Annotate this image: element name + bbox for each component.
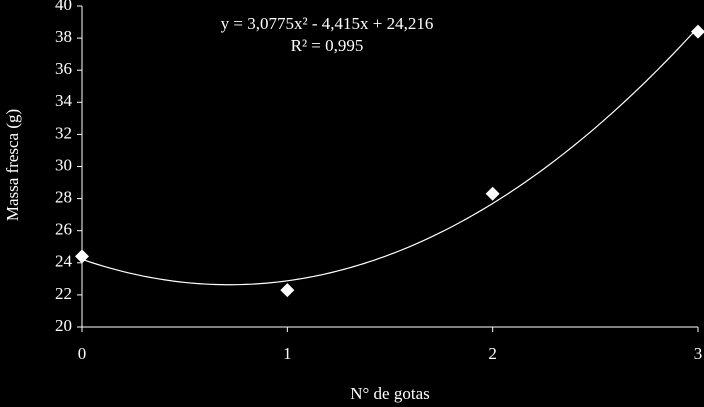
point [75, 249, 89, 264]
point [485, 186, 500, 201]
point [280, 283, 295, 298]
y-tick-label: 32 [55, 123, 72, 142]
y-tick-label: 26 [55, 220, 72, 239]
r-squared: R² = 0,995 [291, 36, 364, 55]
y-tick-label: 30 [55, 155, 72, 174]
y-tick-label: 40 [55, 0, 72, 14]
x-tick-label: 0 [78, 344, 87, 363]
y-tick-label: 22 [55, 284, 72, 303]
y-tick-label: 38 [55, 27, 72, 46]
x-tick-label: 2 [488, 344, 497, 363]
y-tick-label: 36 [55, 59, 72, 78]
equation: y = 3,0775x² - 4,415x + 24,216 [221, 14, 434, 33]
y-tick-label: 34 [55, 91, 73, 110]
y-tick-label: 28 [55, 188, 72, 207]
x-tick-label: 3 [694, 344, 703, 363]
y-tick-label: 24 [55, 252, 73, 271]
y-tick-label: 20 [55, 316, 72, 335]
x-tick-label: 1 [283, 344, 292, 363]
trendline [81, 26, 699, 286]
point [691, 24, 704, 39]
y-axis-title: Massa fresca (g) [3, 109, 22, 221]
x-axis-title: N° de gotas [350, 384, 430, 403]
